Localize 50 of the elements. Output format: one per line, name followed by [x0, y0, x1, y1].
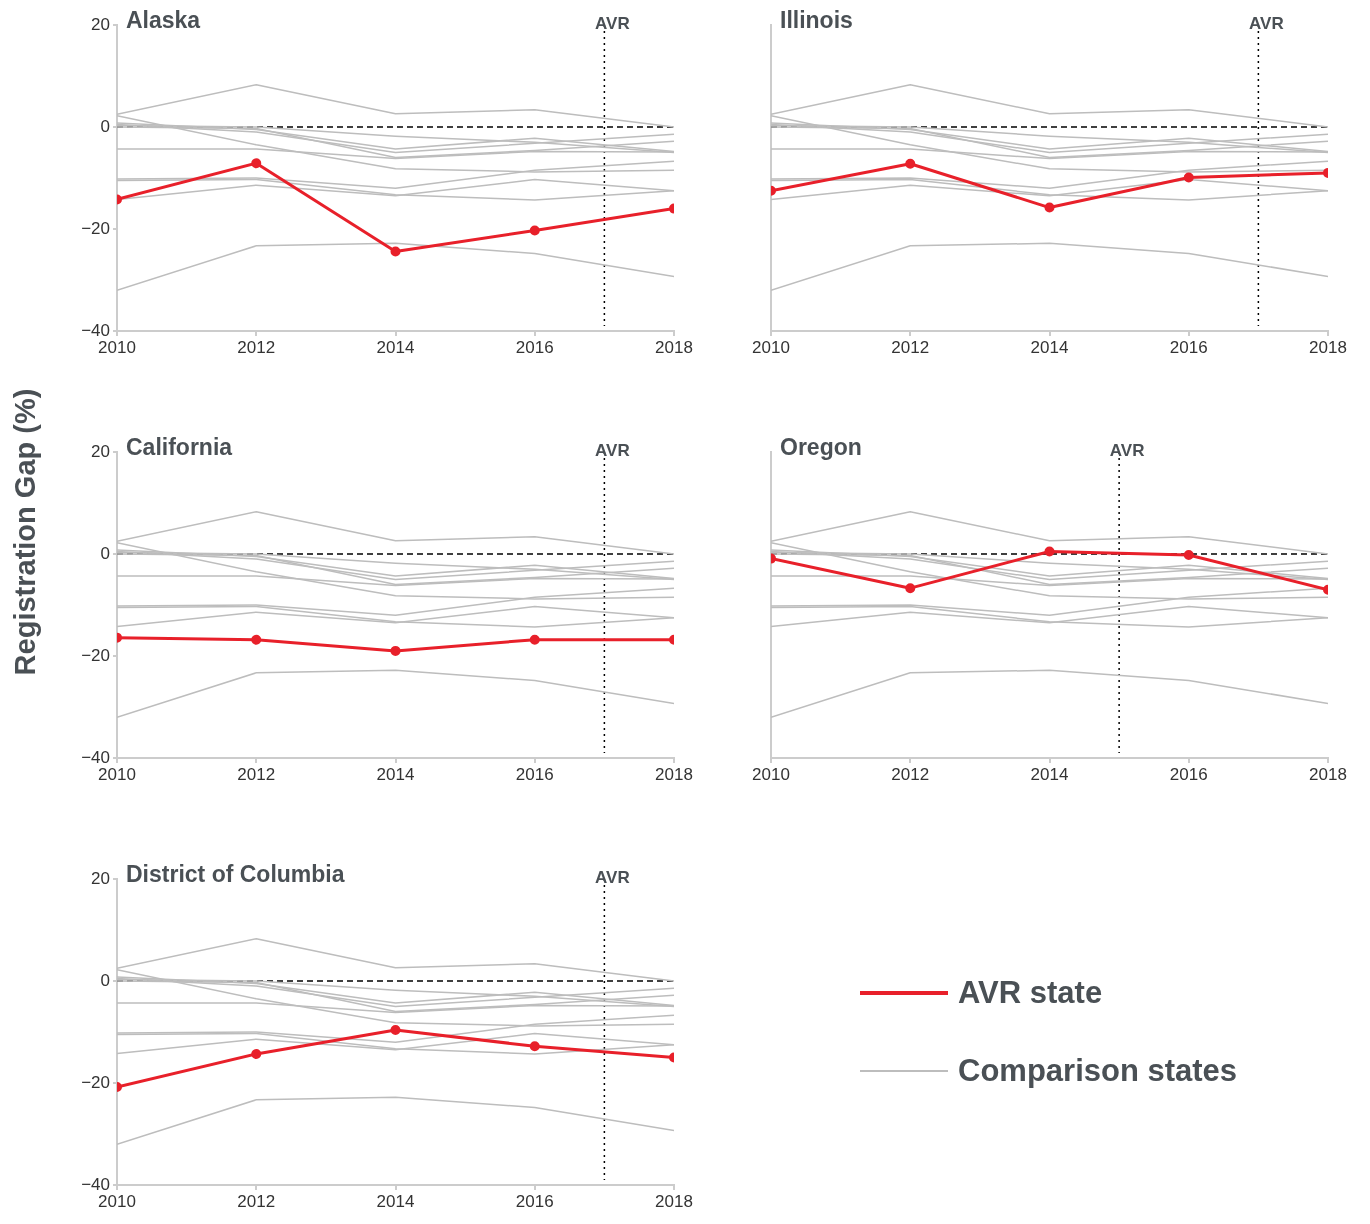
x-tick-label: 2012 — [237, 337, 276, 357]
chart-title: California — [126, 434, 233, 461]
chart-title: District of Columbia — [126, 861, 345, 888]
ref-line-label: AVR — [595, 440, 630, 460]
y-tick-label: 0 — [100, 970, 110, 990]
x-tick-label: 2018 — [655, 1191, 693, 1211]
x-tick-label: 2012 — [237, 764, 276, 784]
x-tick-label: 2018 — [655, 337, 693, 357]
y-axis-title: Registration Gap (%) — [8, 388, 42, 676]
ref-line-label: AVR — [595, 867, 630, 887]
y-tick-label: −40 — [81, 747, 110, 767]
y-tick-label: −20 — [81, 218, 110, 238]
chart-title: Illinois — [780, 7, 853, 34]
x-tick-label: 2010 — [752, 337, 790, 357]
x-tick-label: 2018 — [1309, 764, 1347, 784]
y-tick-label: 0 — [100, 543, 110, 563]
y-tick-label: −20 — [81, 1072, 110, 1092]
x-tick-label: 2016 — [515, 764, 554, 784]
y-tick-label: −40 — [81, 320, 110, 340]
y-tick-label: −20 — [81, 645, 110, 665]
x-tick-label: 2016 — [1169, 337, 1208, 357]
x-tick-label: 2014 — [376, 764, 415, 784]
y-tick-label: 20 — [91, 14, 110, 34]
chart-title: Alaska — [126, 7, 201, 34]
x-tick-label: 2018 — [1309, 337, 1347, 357]
x-tick-label: 2010 — [98, 1191, 136, 1211]
x-tick-label: 2010 — [752, 764, 790, 784]
x-tick-label: 2014 — [1030, 764, 1069, 784]
x-tick-label: 2010 — [98, 337, 136, 357]
x-tick-label: 2012 — [891, 337, 930, 357]
ref-line-label: AVR — [1109, 440, 1145, 460]
x-tick-label: 2014 — [376, 337, 415, 357]
x-tick-label: 2018 — [655, 764, 693, 784]
x-tick-label: 2016 — [515, 337, 554, 357]
ref-line-label: AVR — [595, 13, 630, 33]
ref-line-label: AVR — [1249, 13, 1284, 33]
x-tick-label: 2010 — [98, 764, 136, 784]
y-tick-label: 20 — [91, 868, 110, 888]
y-tick-label: 20 — [91, 441, 110, 461]
legend-label: AVR state — [958, 975, 1103, 1011]
x-tick-label: 2014 — [1030, 337, 1069, 357]
x-tick-label: 2016 — [1169, 764, 1208, 784]
x-tick-label: 2014 — [376, 1191, 415, 1211]
y-tick-label: 0 — [100, 116, 110, 136]
x-tick-label: 2012 — [237, 1191, 276, 1211]
x-tick-label: 2012 — [891, 764, 930, 784]
legend-label: Comparison states — [958, 1053, 1238, 1089]
y-tick-label: −40 — [81, 1174, 110, 1194]
x-tick-label: 2016 — [515, 1191, 554, 1211]
chart-title: Oregon — [780, 434, 862, 461]
